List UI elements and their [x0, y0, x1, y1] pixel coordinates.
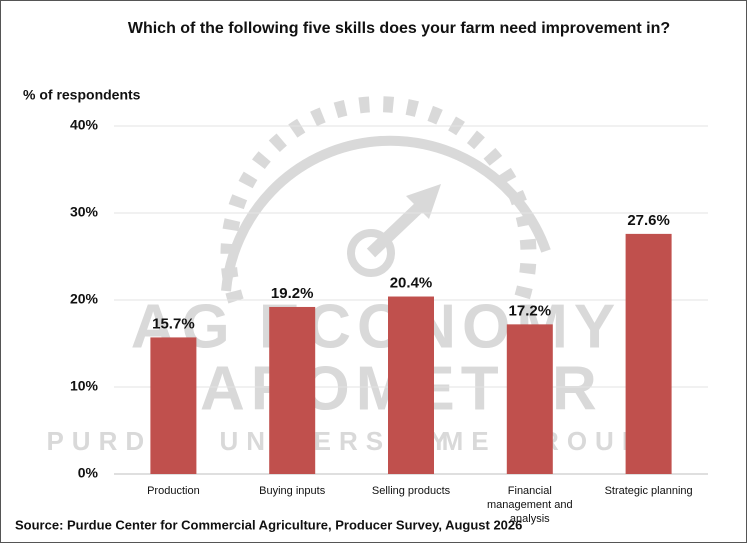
x-tick-label: Strategic planning: [604, 485, 693, 497]
value-label: 15.7%: [152, 315, 195, 332]
x-tick-label: Financial management and analysis: [486, 485, 573, 525]
y-tick-label: 20%: [70, 291, 99, 307]
bar: [269, 306, 316, 474]
chart-title: Which of the following five skills does …: [128, 20, 670, 37]
x-tick-label: Selling products: [371, 485, 451, 497]
bar: [506, 324, 553, 474]
bar: [625, 233, 672, 474]
source-note: Source: Purdue Center for Commercial Agr…: [15, 517, 522, 532]
y-tick-label: 40%: [70, 117, 99, 133]
bar: [150, 337, 197, 474]
x-tick-label: Buying inputs: [259, 485, 326, 497]
value-label: 27.6%: [627, 212, 670, 229]
x-tick-label: Production: [147, 485, 200, 497]
watermark-text: PURDUE UNIVERSITY: [46, 426, 455, 456]
watermark-gauge: [220, 96, 551, 304]
value-label: 17.2%: [509, 302, 552, 319]
y-tick-label: 30%: [70, 204, 99, 220]
value-label: 19.2%: [271, 285, 314, 302]
value-label: 20.4%: [390, 274, 433, 291]
y-axis-label: % of respondents: [23, 87, 141, 103]
y-tick-label: 0%: [78, 465, 99, 481]
y-tick-label: 10%: [70, 378, 99, 394]
bar: [388, 296, 434, 474]
